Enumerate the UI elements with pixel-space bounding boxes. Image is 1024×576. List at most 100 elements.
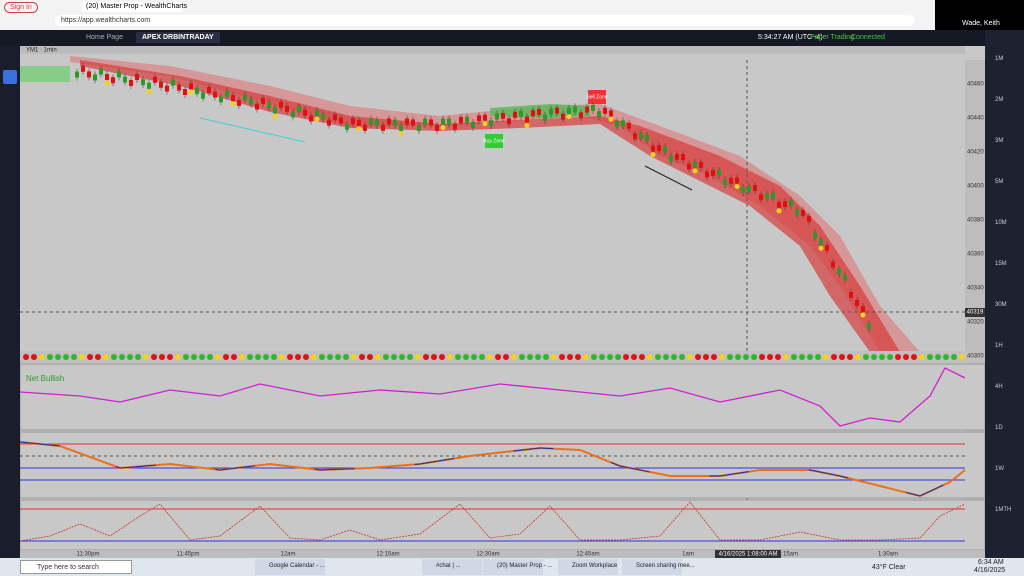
status-dot	[423, 354, 429, 360]
candle	[681, 154, 685, 161]
candle	[309, 115, 313, 122]
status-dot	[831, 354, 837, 360]
candle	[411, 119, 415, 126]
status-dot	[559, 354, 565, 360]
status-dot	[287, 354, 293, 360]
timeframe[interactable]: 5M	[995, 179, 1004, 185]
timeframe[interactable]: 30M	[995, 302, 1007, 308]
status-dot	[479, 354, 485, 360]
candle	[243, 94, 247, 101]
candle	[507, 118, 511, 125]
status-dot	[39, 354, 45, 360]
candle	[315, 110, 319, 117]
status-dot	[743, 354, 749, 360]
signal-dot	[650, 152, 656, 158]
add-button[interactable]	[3, 70, 17, 84]
candle	[105, 74, 109, 81]
candle	[273, 107, 277, 114]
status-dot	[199, 354, 205, 360]
status-dot	[295, 354, 301, 360]
candle	[645, 134, 649, 141]
tab[interactable]: Home Page	[86, 34, 123, 41]
status-dot	[175, 354, 181, 360]
timeframe-panel: 1M 2M 3M 5M 10M 15M 30M 1H 4H 1D 1W 1MTH	[985, 30, 1024, 558]
time-label: 12:30am	[476, 552, 499, 558]
chart-area: YM1 · 1min Sell Zone Buy Zone 40319 Net …	[20, 46, 985, 558]
connection-status: Connected	[851, 34, 885, 41]
search-box[interactable]: Type here to search	[20, 560, 132, 574]
taskbar-app[interactable]: Zoom Workplace	[558, 559, 618, 575]
candle	[417, 124, 421, 131]
candle	[177, 84, 181, 91]
timeframe[interactable]: 1H	[995, 343, 1003, 349]
status-dot	[183, 354, 189, 360]
candle	[831, 261, 835, 268]
user-area	[935, 0, 1024, 30]
candle	[627, 122, 631, 129]
timeframe[interactable]: 1D	[995, 425, 1003, 431]
price-label: 40340	[967, 286, 984, 292]
status-dot	[631, 354, 637, 360]
url-bar[interactable]: https://app.wealthcharts.com	[55, 15, 915, 26]
taskbar-app[interactable]: Screen sharing mee...	[622, 559, 695, 575]
taskbar-app[interactable]: #chat | ...	[422, 559, 482, 575]
candle	[207, 86, 211, 93]
status-dot	[703, 354, 709, 360]
candle	[747, 185, 751, 192]
status-dot	[727, 354, 733, 360]
status-dot	[887, 354, 893, 360]
status-dot	[319, 354, 325, 360]
candle	[117, 71, 121, 78]
status-dot	[447, 354, 453, 360]
candle	[447, 118, 451, 125]
signal-dot	[776, 208, 782, 214]
status-dot	[551, 354, 557, 360]
status-dot	[271, 354, 277, 360]
status-dot	[855, 354, 861, 360]
status-dot	[679, 354, 685, 360]
status-dot	[583, 354, 589, 360]
status-dot	[959, 354, 965, 360]
timeframe[interactable]: 3M	[995, 138, 1004, 144]
candle	[813, 232, 817, 239]
status-dot	[871, 354, 877, 360]
candle	[711, 169, 715, 176]
status-dot	[191, 354, 197, 360]
candle	[321, 113, 325, 120]
browser-tab[interactable]: (20) Master Prop - WealthCharts	[82, 2, 187, 12]
status-dot	[167, 354, 173, 360]
status-dot	[623, 354, 629, 360]
time-label: 1:30am	[878, 552, 898, 558]
candle	[717, 169, 721, 176]
timeframe[interactable]: 4H	[995, 384, 1003, 390]
status-dot	[767, 354, 773, 360]
timeframe[interactable]: 1MTH	[995, 507, 1012, 513]
sign-in[interactable]: Sign In	[4, 2, 38, 13]
timeframe[interactable]: 15M	[995, 261, 1007, 267]
candle	[537, 108, 541, 115]
status-dot	[759, 354, 765, 360]
taskbar-app[interactable]: (20) Master Prop - ...	[483, 559, 552, 575]
tab[interactable]: APEX DRBINTRADAY	[136, 32, 220, 43]
candle	[189, 83, 193, 90]
candle	[735, 177, 739, 184]
candle	[501, 112, 505, 119]
status-dot	[471, 354, 477, 360]
candle	[465, 116, 469, 123]
candle	[669, 155, 673, 162]
timeframe[interactable]: 2M	[995, 97, 1004, 103]
candle	[231, 95, 235, 102]
status-dot	[575, 354, 581, 360]
crosshair-time: 4/16/2025 1:08:00 AM	[719, 552, 778, 558]
oscillator-panel	[20, 363, 985, 431]
timeframe[interactable]: 10M	[995, 220, 1007, 226]
timeframe[interactable]: 1W	[995, 466, 1004, 472]
candle	[789, 199, 793, 206]
status-dot	[47, 354, 53, 360]
candle	[573, 106, 577, 113]
status-dot	[31, 354, 37, 360]
candle	[759, 194, 763, 201]
status-dot	[935, 354, 941, 360]
taskbar-app[interactable]: Google Calendar - ...	[255, 559, 325, 575]
timeframe[interactable]: 1M	[995, 56, 1004, 62]
